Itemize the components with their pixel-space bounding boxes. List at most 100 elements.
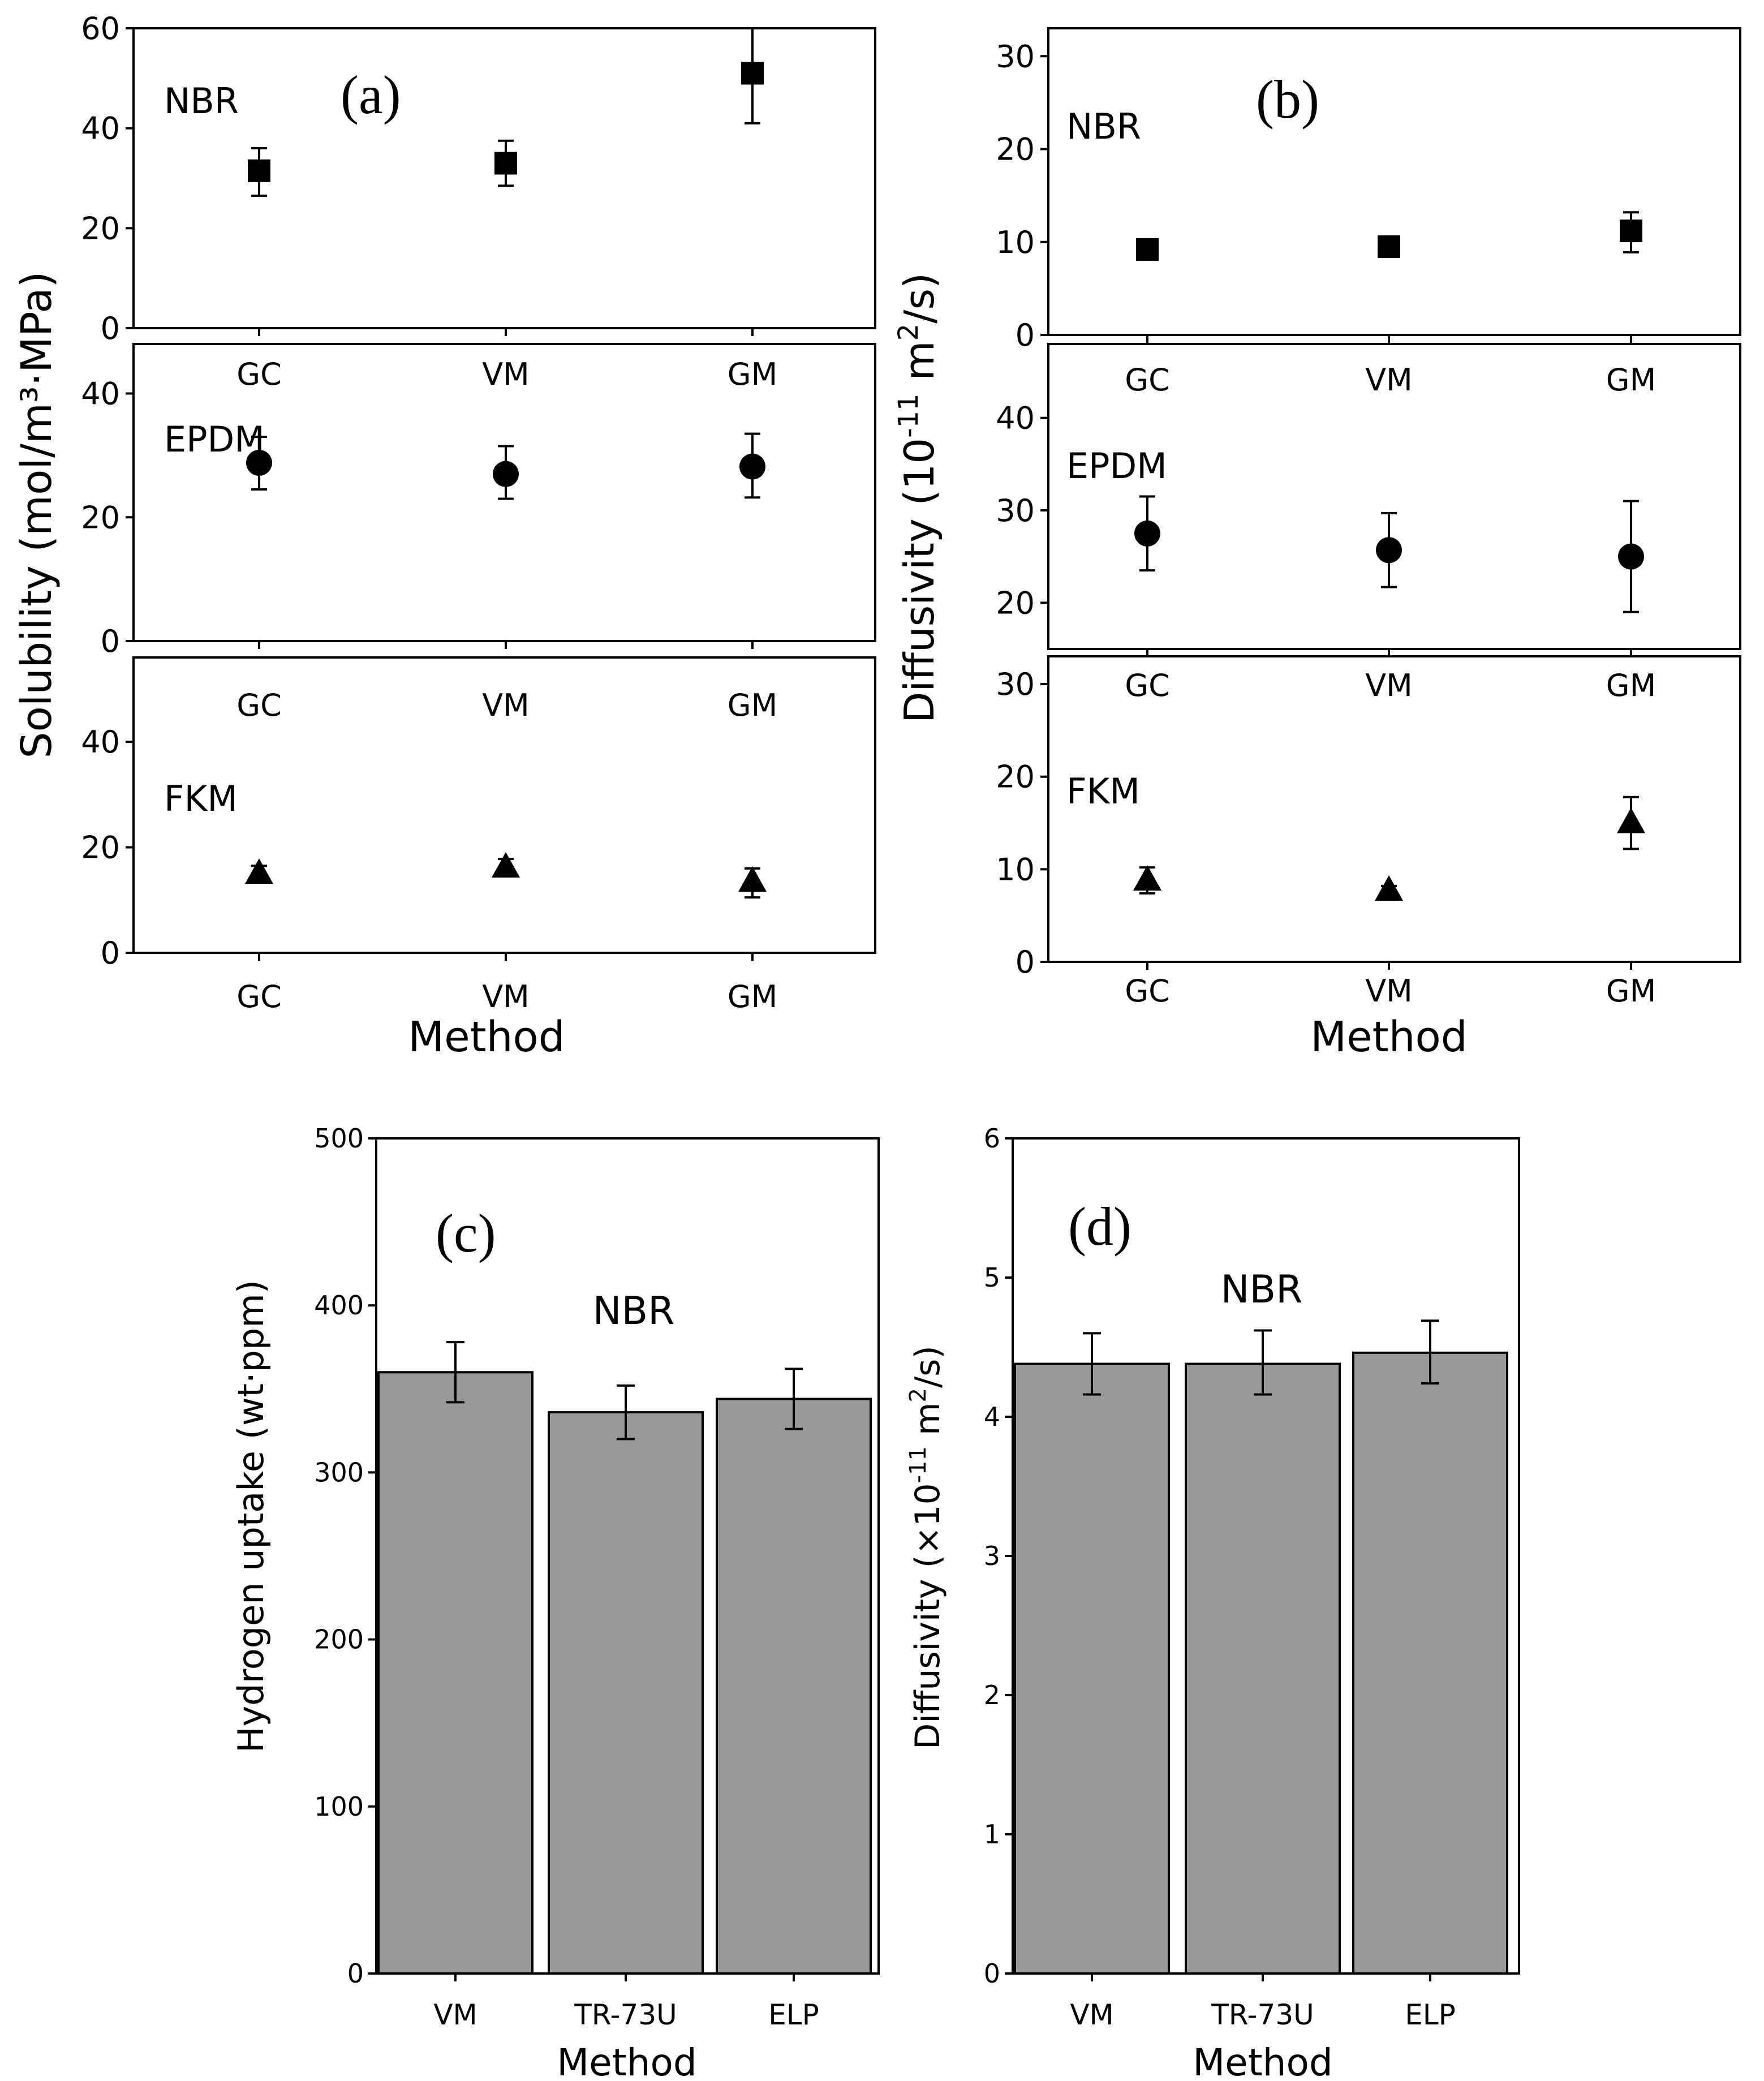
x-tick-label-nbr: GM [1606,362,1656,398]
y-tick-label-fkm: 40 [81,724,120,760]
x-tick-label: ELP [768,1998,819,2031]
y-tick-label-epdm: 20 [996,585,1035,621]
plot-frame-fkm [132,656,876,954]
panel-a-letter: (a) [341,65,401,125]
data-point-fkm [492,852,520,878]
data-point-epdm [1376,537,1402,564]
x-tick-label-fkm: VM [1365,973,1413,1009]
x-tick-label-nbr: VM [482,356,530,392]
x-tick-label-epdm: VM [1365,668,1413,703]
y-tick-label: 400 [314,1290,364,1321]
y-tick-label-nbr: 10 [996,225,1035,260]
y-tick-label-nbr: 0 [1016,317,1035,353]
y-tick-label-nbr: 40 [81,111,120,147]
x-tick-label-epdm: GM [1606,668,1656,703]
data-point-fkm [1375,875,1403,901]
x-tick-label: TR-73U [1211,1998,1314,2031]
panel-c-ylabel: Hydrogen uptake (wt·ppm) [230,1280,272,1753]
x-tick-label: TR-73U [574,1998,677,2031]
panel-c-letter: (c) [436,1203,496,1263]
y-tick-label-nbr: 30 [996,38,1035,74]
x-tick-label-fkm: GC [1125,973,1170,1009]
bar-elp [1352,1351,1508,1975]
data-point-nbr [494,152,517,175]
x-tick-label-epdm: VM [482,687,530,723]
plot-frame-nbr [132,27,876,329]
y-tick-label-nbr: 20 [81,210,120,246]
x-tick-label-fkm: GC [236,979,282,1014]
y-tick-label: 4 [984,1401,1000,1432]
y-tick-label: 0 [347,1958,364,1989]
panel-d-diffusivity: (d) NBR Diffusivity (×10-11 m2/s) Method… [905,1123,1520,2081]
panel-a-xlabel: Method [408,1013,565,1061]
plot-frame-epdm [132,343,876,642]
data-point-fkm [1617,807,1645,833]
y-tick-label-fkm: 10 [996,852,1035,887]
y-tick-label: 300 [314,1457,364,1487]
plot-frame-fkm [1047,655,1741,963]
plot-frame-epdm [1047,343,1741,650]
x-tick-label-nbr: GC [236,356,282,392]
y-tick-label-epdm: 40 [996,401,1035,436]
x-tick-label-epdm: GC [1125,668,1170,703]
y-tick-label-fkm: 0 [1016,944,1035,980]
panel-c-annotation: NBR [593,1289,675,1334]
plot-frame-nbr [1047,27,1741,336]
x-tick-label-fkm: GM [1606,973,1656,1009]
data-point-nbr [1136,238,1159,261]
panel-d-letter: (d) [1068,1196,1131,1257]
y-tick-label: 100 [314,1791,364,1822]
data-point-fkm [1133,865,1161,891]
x-tick-label: ELP [1405,1998,1456,2031]
y-tick-label: 500 [314,1123,364,1154]
bar-tr-73u [548,1411,704,1975]
y-tick-label-epdm: 30 [996,493,1035,528]
data-point-epdm [493,461,519,487]
panel-b-letter: (b) [1256,69,1319,130]
data-point-nbr [1378,235,1400,258]
panel-d-ylabel: Diffusivity (×10-11 m2/s) [905,1345,948,1749]
y-tick-label-fkm: 20 [996,759,1035,795]
panel-a-ylabel: Solubility (mol/m³·MPa) [12,271,61,758]
data-point-epdm [246,450,272,476]
data-point-nbr [1620,220,1642,243]
y-tick-label: 200 [314,1624,364,1655]
data-point-fkm [738,866,767,892]
material-label-fkm: FKM [164,778,238,819]
y-tick-label-nbr: 20 [996,132,1035,167]
panel-d-annotation: NBR [1221,1267,1303,1312]
x-tick-label-nbr: VM [1365,362,1413,398]
bar-elp [716,1398,872,1975]
panel-c-hydrogen-uptake: (c) NBR Hydrogen uptake (wt·ppm) Method … [230,1123,880,2081]
panel-b-diffusivity: (b) Diffusivity (10-11 m2/s) Method 0 10 2… [893,27,1741,1061]
y-tick-label-fkm: 0 [101,935,120,971]
x-tick-label-epdm: GC [236,687,282,723]
y-tick-label: 2 [984,1680,1000,1710]
y-tick-label: 6 [984,1123,1000,1154]
material-label-nbr: NBR [164,80,239,122]
data-point-epdm [739,453,765,480]
y-tick-label-epdm: 20 [81,500,120,535]
data-point-nbr [741,62,764,85]
y-tick-label-epdm: 0 [101,624,120,659]
panel-a-solubility: (a) Solubility (mol/m³·MPa) Method 0 20 40… [12,11,876,1061]
x-tick-label: VM [1070,1998,1113,2031]
panel-d-xlabel: Method [1193,2041,1333,2081]
y-tick-label: 1 [984,1819,1000,1850]
panel-c-xlabel: Method [557,2041,697,2081]
y-tick-label: 3 [984,1541,1000,1571]
y-tick-label-nbr: 60 [81,11,120,46]
y-tick-label-fkm: 20 [81,830,120,866]
material-label-nbr: NBR [1066,106,1141,147]
y-tick-label-fkm: 30 [996,667,1035,702]
data-point-fkm [245,858,273,884]
bar-tr-73u [1185,1362,1341,1975]
x-tick-label-epdm: GM [728,687,777,723]
material-label-epdm: EPDM [1066,445,1167,487]
data-point-nbr [248,159,270,182]
data-point-epdm [1618,543,1644,570]
x-tick-label-fkm: VM [482,979,530,1014]
y-tick-label-epdm: 40 [81,376,120,412]
data-point-epdm [1134,520,1160,547]
